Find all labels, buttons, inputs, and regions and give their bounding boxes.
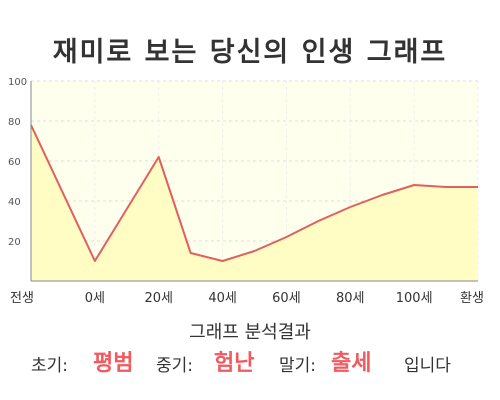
early-value: 평범 (93, 351, 134, 376)
y-tick-label: 100 (8, 77, 27, 88)
late-value: 출세 (331, 351, 372, 376)
y-tick-label: 20 (8, 237, 21, 248)
x-tick-label: 60세 (272, 291, 301, 306)
y-tick-label: 40 (8, 197, 21, 208)
y-tick-label: 60 (8, 157, 21, 168)
early-label: 초기: (31, 356, 69, 376)
x-tick-label: 20세 (144, 291, 173, 306)
result-suffix: 입니다 (404, 356, 451, 376)
plot-area: 20 40 60 80 100 전생 0세 20세 40세 60세 80세 100세 환생 (8, 77, 484, 306)
series-line (30, 124, 478, 262)
late-label: 말기: (279, 356, 317, 376)
x-tick-label: 40세 (208, 291, 237, 306)
x-tick-label: 환생 (460, 291, 484, 306)
x-tick-label: 전생 (10, 291, 34, 306)
x-tick-label: 80세 (336, 291, 365, 306)
area-fill (31, 125, 478, 281)
x-tick-label: 100세 (396, 291, 433, 306)
result-heading: 그래프 분석결과 (189, 322, 311, 343)
middle-label: 중기: (156, 356, 194, 376)
middle-value: 험난 (214, 351, 255, 376)
y-tick-label: 80 (8, 117, 21, 128)
result-summary: 초기: 평범 중기: 험난 말기: 출세 입니다 (0, 345, 500, 385)
x-tick-label: 0세 (85, 291, 105, 306)
chart-title: 재미로 보는 당신의 인생 그래프 (52, 37, 448, 68)
